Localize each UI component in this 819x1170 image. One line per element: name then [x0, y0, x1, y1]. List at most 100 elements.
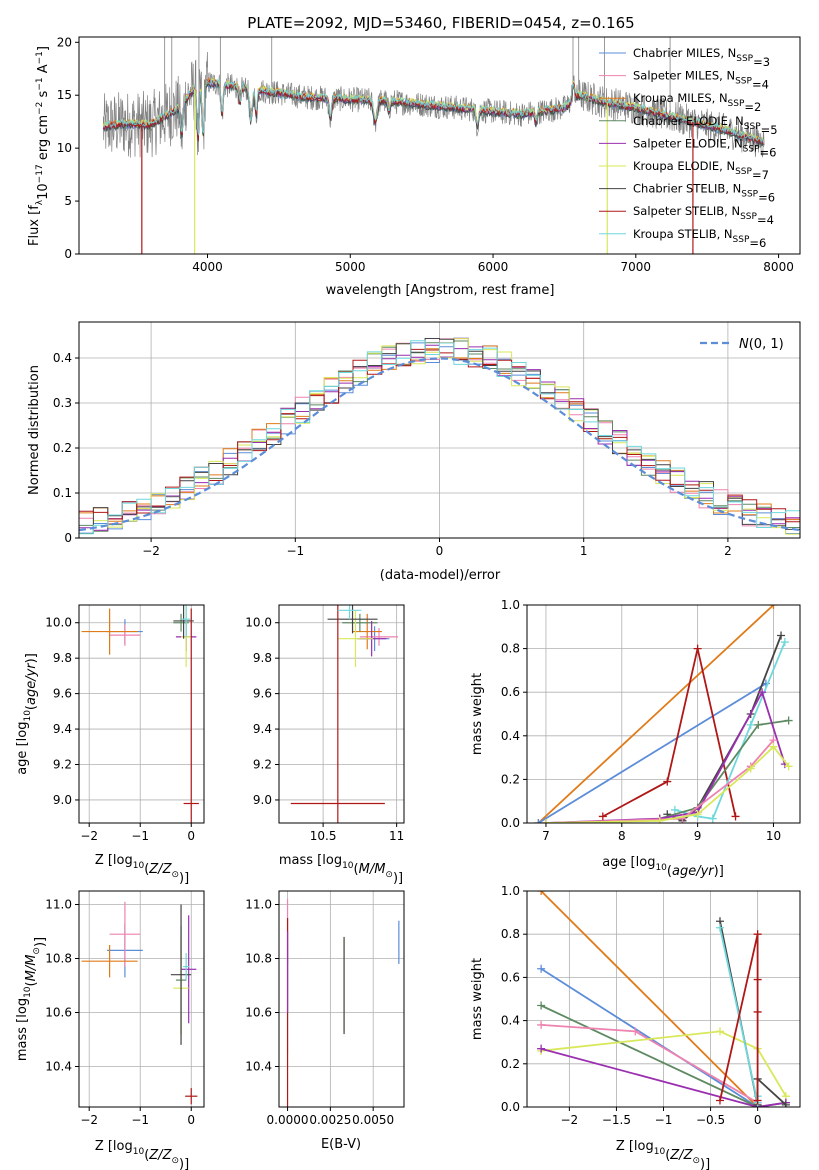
weight-marker	[777, 631, 786, 640]
y-tick-label: 0.8	[501, 642, 520, 656]
legend-label: Chabrier MILES, NSSP=3	[633, 46, 770, 69]
x-tick-label: 0	[754, 1113, 762, 1127]
legend-label: Salpeter ELODIE, NSSP=6	[633, 136, 776, 159]
weight-marker	[746, 720, 755, 729]
errorbar-point	[290, 605, 385, 823]
x-axis-label: mass [log10(M/M⊙)]	[279, 853, 403, 886]
legend-label: Chabrier ELODIE, NSSP=5	[633, 114, 778, 137]
weight-marker	[655, 816, 664, 823]
x-tick-label: 0	[187, 1113, 195, 1127]
weight-marker	[769, 605, 778, 609]
y-tick-label: 9.4	[53, 722, 72, 736]
weight-line	[602, 648, 737, 818]
y-tick-label: 0.4	[501, 729, 520, 743]
axes-frame	[78, 36, 801, 255]
histogram-series	[79, 338, 800, 535]
errorbar-point	[182, 605, 191, 637]
errorbar-point	[109, 624, 141, 646]
histogram-series	[79, 340, 800, 535]
histogram-panel: −2 −1 0 1 2 0 0.1 0.2 0.3 0.4 (data-model)/error No…	[27, 321, 801, 583]
legend-label: Salpeter STELIB, NSSP=4	[633, 204, 774, 227]
y-axis-label: Flux [fλ10−17 erg cm−2 s−1 A−1]	[27, 46, 51, 246]
x-tick-label: −2	[80, 1113, 98, 1127]
weight-line	[540, 968, 759, 1107]
y-tick-label: 20	[57, 35, 72, 49]
x-tick-label: −1	[286, 544, 304, 558]
weight-marker	[537, 964, 546, 973]
errorbar-point	[109, 901, 141, 967]
x-tick-label: 4000	[192, 260, 223, 274]
x-tick-label: −1	[655, 1113, 673, 1127]
x-tick-label: 8000	[763, 260, 794, 274]
y-axis-label: mass [log10(M/M⊙)]	[15, 937, 48, 1061]
x-axis-label: E(B-V)	[321, 1137, 361, 1152]
weight-marker	[753, 975, 762, 984]
weight-marker	[715, 1027, 724, 1036]
legend-label: N(0, 1)	[739, 337, 784, 352]
y-tick-label: 9.0	[53, 793, 72, 807]
y-tick-label: 1.0	[501, 884, 520, 898]
mass-age-panel: 10.5 11 9.0 9.2 9.4 9.6 9.8 10.0 mass [log10(M/M…	[245, 604, 405, 886]
y-tick-label: 1.0	[501, 598, 520, 612]
x-tick-label: 8	[618, 829, 626, 843]
errorbar-point	[183, 608, 199, 823]
x-tick-label: 9	[694, 829, 702, 843]
weight-marker	[598, 812, 607, 821]
errorbar-point	[337, 605, 362, 620]
weight-marker	[537, 1020, 546, 1029]
y-tick-label: 9.2	[253, 758, 272, 772]
weight-marker	[731, 812, 740, 821]
y-tick-label: 0	[64, 247, 72, 261]
y-tick-label: 9.6	[53, 687, 72, 701]
axes-frame	[526, 890, 801, 1108]
errorbar-point	[81, 945, 138, 978]
x-tick-label: −1.5	[602, 1113, 631, 1127]
x-tick-label: −2	[80, 829, 98, 843]
weight-marker	[715, 1096, 724, 1105]
y-tick-label: 9.4	[253, 722, 272, 736]
plot-area	[79, 337, 800, 535]
weight-marker	[753, 1007, 762, 1016]
y-axis-label: mass weight	[470, 958, 485, 1040]
age-weight-panel: 7 8 9 10 0.0 0.2 0.4 0.6 0.8 1.0 age [log10(age/yr…	[470, 598, 801, 879]
weight-marker	[715, 923, 724, 932]
data-spectrum	[102, 51, 765, 158]
weight-marker	[537, 891, 546, 895]
z-age-panel: −2 −1 0 9.0 9.2 9.4 9.6 9.8 10.0 Z [log10(Z/Z⊙)] a…	[15, 604, 205, 886]
axes-frame	[526, 604, 801, 824]
weight-marker	[753, 1096, 762, 1105]
weight-line	[545, 689, 786, 823]
y-axis-label: Normed distribution	[27, 365, 42, 495]
weight-marker	[708, 814, 717, 823]
legend-label: Kroupa STELIB, NSSP=6	[633, 227, 766, 250]
y-tick-label: 0.2	[501, 772, 520, 786]
y-tick-label: 10.0	[245, 616, 272, 630]
y-tick-label: 10.8	[245, 952, 272, 966]
y-tick-label: 0.6	[501, 685, 520, 699]
x-tick-label: −2	[561, 1113, 579, 1127]
x-axis-label: wavelength [Angstrom, rest frame]	[326, 283, 555, 298]
y-tick-label: 0.1	[53, 486, 72, 500]
weight-marker	[537, 1001, 546, 1010]
errorbar-point	[181, 915, 197, 1024]
axes-frame	[78, 321, 801, 539]
x-tick-label: 7000	[621, 260, 652, 274]
x-tick-label: 6000	[478, 260, 509, 274]
x-tick-label: −0.5	[696, 1113, 725, 1127]
y-tick-label: 5	[64, 194, 72, 208]
weight-marker	[769, 742, 778, 751]
weight-line	[537, 605, 775, 823]
y-tick-label: 0	[64, 531, 72, 545]
x-tick-label: 0.0000	[267, 1113, 309, 1127]
legend-label: Kroupa ELODIE, NSSP=7	[633, 159, 769, 182]
x-tick-label: 7	[542, 829, 550, 843]
y-tick-label: 10.6	[245, 1006, 272, 1020]
legend-label: Salpeter MILES, NSSP=4	[633, 69, 769, 92]
x-axis-label: Z [log10(Z/Z⊙)]	[616, 1139, 710, 1170]
x-tick-label: −1	[131, 829, 149, 843]
z-mass-panel: −2 −1 0 10.4 10.6 10.8 11.0 Z [log10(Z/Z⊙)] mass…	[15, 890, 205, 1170]
weight-marker	[784, 762, 793, 771]
model-spectrum	[103, 78, 765, 144]
weight-marker	[693, 644, 702, 653]
